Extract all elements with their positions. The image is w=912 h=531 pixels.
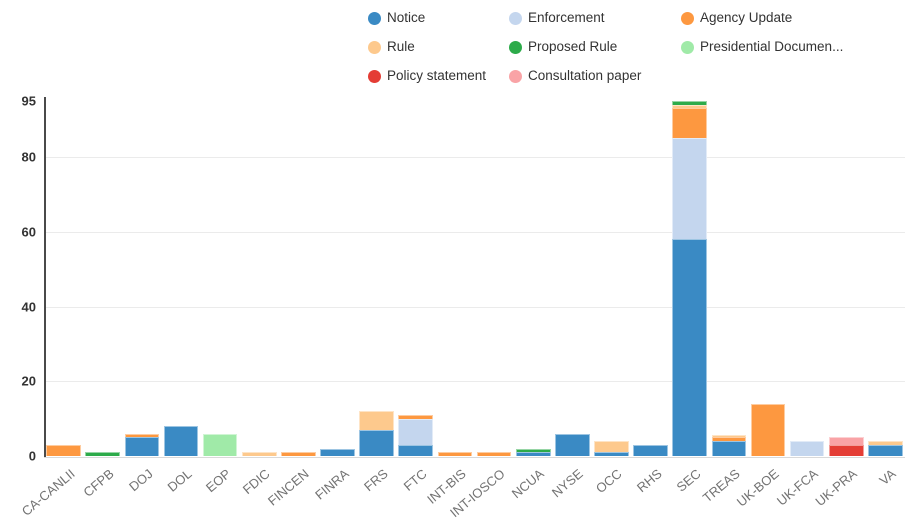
legend-swatch-icon	[681, 11, 694, 25]
legend-label: Presidential Documen...	[700, 39, 844, 54]
legend-label: Agency Update	[700, 10, 793, 25]
bar-segment[interactable]	[555, 433, 590, 456]
bar-segment[interactable]	[398, 414, 434, 419]
bar-segment[interactable]	[868, 444, 903, 456]
bar-segment[interactable]	[672, 104, 708, 109]
x-tick-label: OCC	[593, 466, 626, 497]
legend-swatch-icon	[509, 69, 522, 83]
x-tick-label: FINCEN	[265, 466, 313, 509]
legend-label: Policy statement	[387, 68, 487, 83]
gridline	[44, 231, 905, 233]
y-tick-label: 0	[28, 448, 36, 464]
legend-item-presidential-document[interactable]: Presidential Documen...	[681, 37, 843, 57]
gridline	[44, 157, 905, 159]
y-tick-label: 20	[21, 373, 36, 389]
bar-segment[interactable]	[828, 444, 864, 456]
x-tick-label: UK-BOE	[733, 466, 782, 510]
bar-segment[interactable]	[868, 441, 903, 445]
x-tick-label: UK-PRA	[812, 466, 860, 510]
legend-item-proposed-rule[interactable]: Proposed Rule	[509, 37, 681, 57]
bar-segment[interactable]	[750, 403, 786, 456]
bar-segment[interactable]	[398, 418, 434, 445]
bar-segment[interactable]	[359, 411, 394, 430]
legend-swatch-icon	[509, 40, 522, 54]
bar-segment[interactable]	[202, 433, 238, 456]
x-tick-label: SEC	[673, 466, 704, 495]
y-tick-label: 60	[21, 224, 36, 240]
y-tick-label: 80	[21, 149, 36, 165]
x-axis-line	[44, 457, 905, 458]
legend-item-enforcement[interactable]: Enforcement	[509, 8, 681, 28]
legend-label: Proposed Rule	[528, 39, 618, 54]
bar-segment[interactable]	[124, 433, 160, 438]
gridline	[44, 306, 905, 308]
legend-label: Enforcement	[528, 10, 605, 25]
bar-segment[interactable]	[320, 448, 355, 456]
bar-segment[interactable]	[672, 108, 708, 139]
y-tick-label: 95	[21, 93, 36, 109]
bar-segment[interactable]	[476, 452, 512, 456]
y-tick-label: 40	[21, 299, 36, 315]
bar-segment[interactable]	[515, 448, 551, 453]
legend-item-notice[interactable]: Notice	[368, 8, 509, 28]
bar-segment[interactable]	[515, 452, 551, 456]
x-tick-label: EOP	[203, 466, 234, 496]
x-tick-label: VA	[876, 466, 900, 489]
x-tick-label: FDIC	[240, 466, 273, 497]
bar-segment[interactable]	[633, 444, 668, 456]
legend-item-consultation-paper[interactable]: Consultation paper	[509, 66, 681, 86]
bar-segment[interactable]	[711, 435, 747, 438]
bar-segment[interactable]	[711, 441, 747, 456]
legend-swatch-icon	[368, 40, 381, 54]
bar-segment[interactable]	[124, 437, 160, 456]
bar-segment[interactable]	[359, 429, 394, 456]
x-tick-label: FTC	[400, 466, 430, 494]
x-tick-label: FRS	[360, 466, 391, 495]
bar-segment[interactable]	[594, 452, 629, 456]
legend-swatch-icon	[681, 40, 694, 54]
x-tick-label: FINRA	[311, 466, 352, 503]
x-tick-label: UK-FCA	[774, 466, 821, 509]
bar-segment[interactable]	[672, 239, 708, 456]
bar-segment[interactable]	[85, 452, 120, 456]
bar-segment[interactable]	[828, 437, 864, 445]
bar-segment[interactable]	[672, 101, 708, 105]
x-tick-label: NCUA	[508, 466, 547, 502]
legend-item-policy-statement[interactable]: Policy statement	[368, 66, 509, 86]
legend-item-rule[interactable]: Rule	[368, 37, 509, 57]
x-tick-label: DOL	[164, 466, 195, 495]
legend-label: Consultation paper	[528, 68, 642, 83]
gridline	[44, 381, 905, 383]
legend-item-agency-update[interactable]: Agency Update	[681, 8, 843, 28]
x-tick-label: CA-CANLII	[18, 466, 78, 519]
legend-swatch-icon	[368, 69, 381, 83]
bar-segment[interactable]	[789, 441, 825, 456]
bar-segment[interactable]	[672, 138, 708, 240]
x-tick-label: RHS	[633, 466, 665, 496]
legend-swatch-icon	[509, 11, 522, 25]
bar-segment[interactable]	[46, 444, 81, 456]
bar-segment[interactable]	[398, 444, 434, 456]
bar-segment[interactable]	[711, 437, 747, 442]
bar-segment[interactable]	[281, 452, 316, 456]
legend-label: Notice	[387, 10, 426, 25]
chart-legend: Notice Enforcement Agency Update Rule Propos…	[368, 8, 843, 86]
legend-swatch-icon	[368, 11, 381, 25]
bar-segment[interactable]	[241, 452, 277, 456]
x-tick-label: CFPB	[80, 466, 117, 500]
x-tick-label: NYSE	[549, 466, 586, 501]
bar-segment[interactable]	[437, 452, 473, 456]
bar-segment[interactable]	[163, 426, 199, 456]
legend-label: Rule	[387, 39, 415, 54]
x-tick-label: DOJ	[125, 466, 156, 495]
y-axis-line	[44, 97, 46, 458]
bar-segment[interactable]	[594, 441, 629, 453]
